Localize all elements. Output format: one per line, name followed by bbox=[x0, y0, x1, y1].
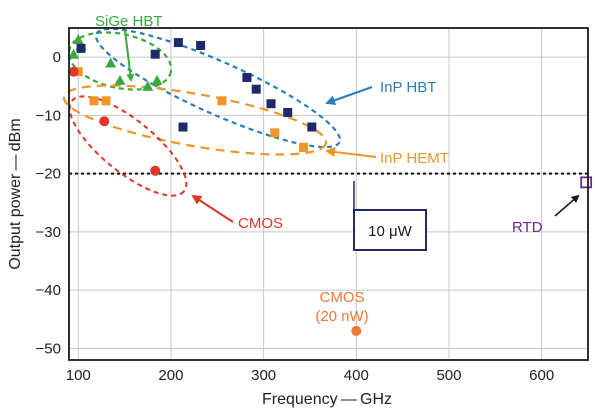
inp-hbt-label: InP HBT bbox=[380, 79, 436, 96]
sige-hbt-point bbox=[142, 80, 154, 91]
inp-hemt-label: InP HEMT bbox=[380, 150, 449, 167]
x-tick-label: 300 bbox=[251, 367, 276, 384]
y-tick-label: −50 bbox=[36, 340, 61, 357]
y-tick-label: 0 bbox=[53, 49, 61, 66]
cmos-point bbox=[150, 165, 161, 176]
inp-hemt-envelope bbox=[62, 84, 328, 156]
x-tick-label: 500 bbox=[436, 367, 461, 384]
sige-hbt-point bbox=[68, 48, 80, 59]
inp-hemt-point bbox=[89, 96, 99, 106]
cmos-point bbox=[68, 66, 79, 77]
inp-hemt-point bbox=[217, 96, 227, 106]
inp-hemt-point bbox=[270, 128, 280, 138]
x-tick-label: 600 bbox=[529, 367, 554, 384]
x-tick-label: 400 bbox=[344, 367, 369, 384]
y-tick-label: −40 bbox=[36, 282, 61, 299]
x-axis-title: Frequency — GHz bbox=[262, 391, 392, 408]
rtd-arrow bbox=[554, 194, 580, 217]
cmos-point bbox=[99, 116, 110, 127]
inp-hemt-point bbox=[298, 142, 308, 152]
ten-uw-box bbox=[353, 209, 427, 251]
inp-hbt-point bbox=[251, 84, 261, 94]
x-tick-label: 200 bbox=[158, 367, 183, 384]
sige-arrow bbox=[124, 29, 135, 82]
inp-hbt-point bbox=[150, 49, 160, 59]
y-axis-title: Output power — dBm bbox=[7, 118, 24, 269]
data-marks bbox=[68, 34, 593, 336]
inp-hemt-arrow bbox=[325, 147, 377, 158]
inp-hbt-point bbox=[283, 107, 293, 117]
inp-hbt-point bbox=[266, 99, 276, 109]
inp-hemt-point bbox=[101, 96, 111, 106]
ten-uw-label: 10 μW bbox=[368, 223, 412, 240]
rtd-point bbox=[580, 176, 593, 189]
inp-hbt-point bbox=[76, 43, 86, 53]
y-tick-label: −20 bbox=[36, 166, 61, 183]
cmos-20-nw-point bbox=[351, 325, 362, 336]
tick-labels: 100 200 300 400 500 600 0 −10 −20 −30 −40 −50 bbox=[36, 49, 555, 384]
cmos-envelope bbox=[68, 95, 188, 197]
rtd-label: RTD bbox=[512, 219, 543, 236]
sige-hbt-point bbox=[105, 57, 117, 68]
inp-hbt-arrow bbox=[325, 86, 373, 106]
sige-label: SiGe HBT bbox=[95, 13, 163, 30]
sige-hbt-point bbox=[151, 74, 163, 85]
cmos-20nw-label-line2: (20 nW) bbox=[315, 308, 368, 325]
cmos-20nw-label-line1: CMOS bbox=[320, 289, 365, 306]
y-tick-label: −10 bbox=[36, 107, 61, 124]
cmos-arrow bbox=[191, 194, 234, 223]
inp-hbt-point bbox=[178, 122, 188, 132]
x-tick-label: 100 bbox=[66, 367, 91, 384]
inp-hbt-point bbox=[307, 122, 317, 132]
inp-hbt-point bbox=[173, 38, 183, 48]
inp-hbt-envelope bbox=[94, 27, 342, 149]
inp-hbt-point bbox=[196, 40, 206, 50]
y-tick-label: −30 bbox=[36, 224, 61, 241]
inp-hbt-point bbox=[242, 73, 252, 83]
sige-hbt-point bbox=[114, 74, 126, 85]
cmos-label: CMOS bbox=[238, 215, 283, 232]
callout-arrows bbox=[124, 29, 580, 223]
plot-border bbox=[68, 27, 589, 361]
